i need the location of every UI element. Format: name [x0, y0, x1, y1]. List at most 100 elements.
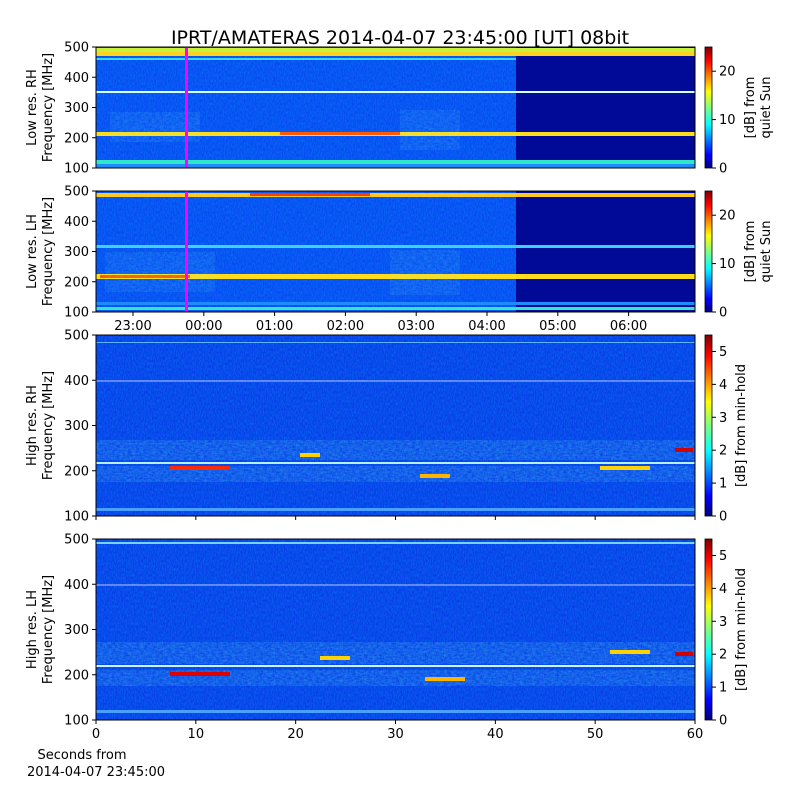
hotspot-3: [425, 677, 465, 681]
line-215mhz: [96, 665, 695, 667]
emission-band-lower: [96, 670, 695, 686]
colorbar-tick-label: 1: [719, 477, 727, 492]
colorbar-tick-label: 5: [719, 345, 727, 360]
y-tick-label: 200: [64, 668, 89, 683]
y-axis-label-line2: Frequency [MHz]: [41, 371, 56, 480]
hotspot-4: [610, 650, 650, 654]
y-tick-label: 200: [64, 131, 89, 146]
x-tick-label: 01:00: [256, 319, 293, 334]
colorbar-tick-label: 0: [719, 306, 727, 321]
colorbar-tick-label: 20: [719, 209, 736, 224]
time-marker: [185, 47, 188, 168]
y-axis: 100 200 300 400 500: [64, 185, 96, 321]
colorbar-label-line2: quiet Sun: [759, 76, 774, 138]
y-tick-label: 100: [64, 714, 89, 729]
x-tick-label: 05:00: [539, 319, 576, 334]
band-485-burst: [250, 193, 370, 196]
colorbar-tick-label: 0: [719, 162, 727, 177]
colorbar: [704, 538, 713, 721]
colorbar-label-line1: [dB] from min-hold: [734, 364, 749, 487]
colorbar: [704, 190, 713, 313]
y-tick-label: 500: [64, 41, 89, 56]
dotted-line-400mhz: [96, 380, 695, 382]
colorbar-tick-label: 0: [719, 510, 727, 525]
colorbar-tick-label: 1: [719, 681, 727, 696]
y-tick-label: 100: [64, 306, 89, 321]
y-tick-label: 400: [64, 374, 89, 389]
colorbar-tick-label: 4: [719, 378, 727, 393]
colorbar-tick-label: 0: [719, 714, 727, 729]
y-axis-label-line2: Frequency [MHz]: [41, 575, 56, 684]
y-tick-label: 400: [64, 578, 89, 593]
band-120mhz: [96, 160, 695, 166]
y-tick-label: 100: [64, 510, 89, 525]
spectrogram-noise: [96, 335, 695, 516]
colorbar-tick-label: 3: [719, 615, 727, 630]
y-tick-label: 300: [64, 101, 89, 116]
band-120mhz: [96, 302, 695, 305]
y-axis-label-line2: Frequency [MHz]: [41, 197, 56, 306]
x-tick-label: 0: [92, 727, 100, 742]
x-axis: 23:00 00:00 01:00 02:00 03:00 04:00 05:00 06:00: [114, 312, 647, 334]
x-tick-label: 04:00: [468, 319, 505, 334]
colorbar-tick-label: 20: [719, 65, 736, 80]
colorbar-tick-label: 10: [719, 113, 736, 128]
y-axis-label-line2: Frequency [MHz]: [41, 53, 56, 162]
burst-cluster-2: [400, 110, 460, 150]
line-490mhz: [96, 342, 695, 343]
hotspot-5: [675, 652, 693, 656]
figure-title: IPRT/AMATERAS 2014-04-07 23:45:00 [UT] 0…: [171, 27, 629, 49]
x-tick-label: 50: [587, 727, 604, 742]
hotspot-1: [170, 672, 230, 676]
band-110mhz: [96, 164, 695, 168]
y-tick-label: 500: [64, 185, 89, 200]
dotted-line-400mhz: [96, 584, 695, 586]
y-tick-label: 200: [64, 275, 89, 290]
line-490mhz: [96, 542, 695, 544]
y-tick-label: 200: [64, 464, 89, 479]
colorbar-label-line1: [dB] from: [743, 221, 758, 283]
y-tick-label: 300: [64, 419, 89, 434]
band-110mhz: [96, 307, 695, 310]
line-120mhz: [96, 710, 695, 713]
spectrogram-noise: [96, 539, 695, 720]
line-215mhz: [96, 462, 695, 464]
x-tick-label: 02:00: [327, 319, 364, 334]
burst-cluster-2: [390, 250, 460, 295]
colorbar-label-line1: [dB] from min-hold: [734, 568, 749, 691]
colorbar-tick-label: 2: [719, 444, 727, 459]
emission-band-upper: [96, 642, 695, 664]
x-tick-label: 30: [387, 727, 404, 742]
panel-high-res-rh: 100 200 300 400 500 High res. RH Frequency […: [25, 329, 749, 525]
band-350mhz: [96, 91, 695, 93]
line-115mhz: [96, 508, 695, 511]
band-500mhz: [96, 48, 695, 52]
x-tick-label: 60: [687, 727, 704, 742]
colorbar-tick-label: 3: [719, 411, 727, 426]
y-axis: 100 200 300 400 500: [64, 329, 96, 525]
y-tick-label: 400: [64, 215, 89, 230]
y-axis: 100 200 300 400 500: [64, 41, 96, 177]
x-tick-label: 23:00: [114, 319, 151, 334]
colorbar-ticks: 0 1 2 3 4 5: [712, 549, 727, 729]
y-tick-label: 400: [64, 71, 89, 86]
instrument-off-region: [516, 47, 695, 168]
y-axis-label-line1: High res. RH: [25, 385, 40, 466]
y-axis: 100 200 300 400 500: [64, 533, 96, 729]
colorbar: [704, 46, 713, 169]
band-320mhz: [96, 245, 695, 248]
colorbar-ticks: 0 10 20: [712, 65, 736, 177]
hotspot-2: [320, 656, 350, 660]
y-axis-label-line1: High res. LH: [25, 590, 40, 669]
emission-band-lower: [96, 466, 695, 482]
colorbar-ticks: 0 1 2 3 4 5: [712, 345, 727, 525]
hotspot-3: [420, 474, 450, 478]
x-axis: [95, 516, 696, 520]
x-axis: 0 10 20 30 40 50 60: [92, 720, 703, 742]
colorbar-ticks: 0 10 20: [712, 209, 736, 321]
colorbar-tick-label: 5: [719, 549, 727, 564]
